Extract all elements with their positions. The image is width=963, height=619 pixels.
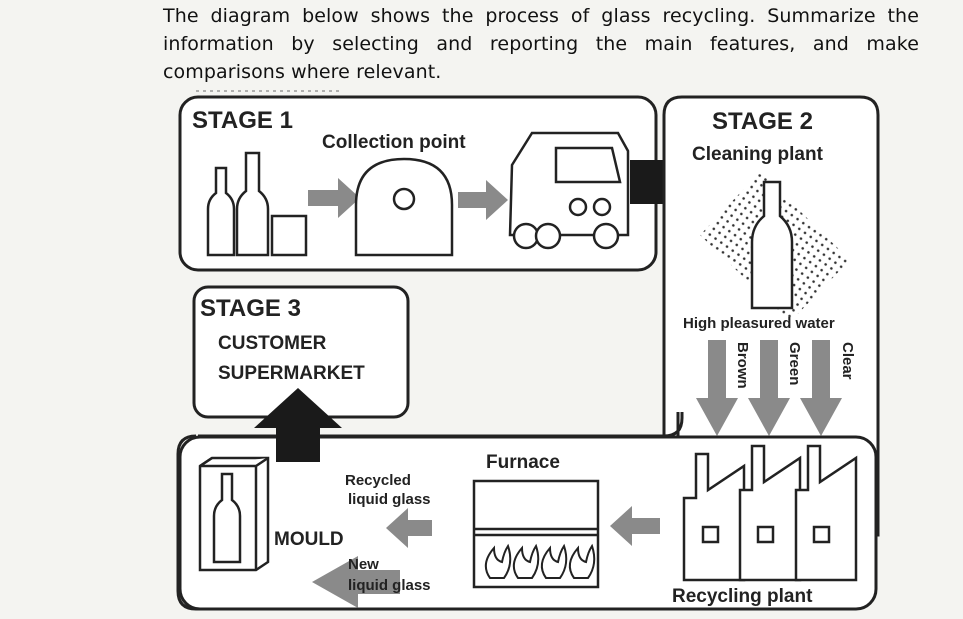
mould-label: MOULD	[274, 529, 344, 550]
factory-icon	[682, 444, 858, 582]
stage3-line2: SUPERMARKET	[218, 363, 365, 384]
arrow-left-icon	[610, 506, 660, 546]
mould-icon	[198, 456, 270, 572]
truck-icon	[508, 131, 630, 250]
stage1-subtitle: Collection point	[322, 132, 466, 153]
arrow-left-icon	[312, 556, 400, 608]
stream-label-clear: Clear	[839, 342, 856, 380]
bottles-icon	[206, 151, 308, 257]
arrow-left-icon	[386, 508, 432, 548]
task-prompt: The diagram below shows the process of g…	[163, 5, 919, 83]
arrow-right-icon	[308, 178, 360, 218]
collection-bin-icon	[354, 157, 454, 257]
stream-label-green: Green	[786, 342, 803, 385]
arrow-up-icon	[254, 388, 342, 462]
recycled-glass-label-2: liquid glass	[348, 491, 431, 508]
stream-label-brown: Brown	[734, 342, 751, 389]
bottle-icon	[750, 180, 794, 310]
recycling-plant-label: Recycling plant	[672, 586, 813, 607]
stage2-title: STAGE 2	[712, 108, 813, 135]
water-label: High pleasured water	[683, 315, 835, 332]
furnace-label: Furnace	[486, 452, 560, 473]
arrow-right-icon	[458, 180, 508, 220]
stage3-title: STAGE 3	[200, 295, 301, 322]
stream-arrows	[696, 340, 842, 436]
stage3-line1: CUSTOMER	[218, 333, 327, 354]
new-glass-label-2: liquid glass	[348, 577, 431, 594]
furnace-icon	[472, 479, 600, 589]
stage1-title: STAGE 1	[192, 107, 293, 134]
recycled-glass-label-1: Recycled	[345, 472, 411, 489]
stage2-subtitle: Cleaning plant	[692, 144, 824, 165]
new-glass-label-1: New	[348, 556, 379, 573]
